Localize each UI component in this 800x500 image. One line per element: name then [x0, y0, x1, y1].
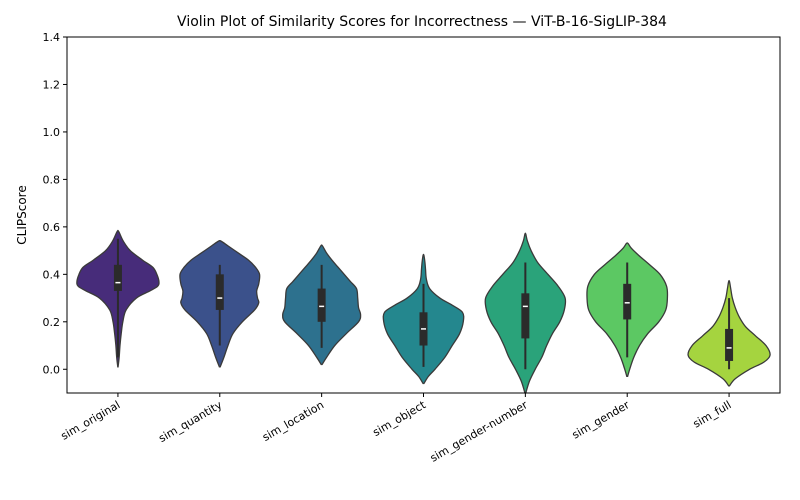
y-tick-label: 1.0: [43, 126, 61, 139]
x-tick-label-sim_gender-number: sim_gender-number: [428, 398, 530, 465]
iqr-box-sim_gender-number: [521, 293, 530, 339]
iqr-box-sim_quantity: [215, 274, 224, 310]
iqr-box-sim_gender: [623, 283, 632, 320]
y-tick-label: 1.4: [43, 31, 61, 44]
x-axis-ticks: sim_original sim_quantity sim_location sim_…: [59, 393, 734, 465]
iqr-box-sim_full: [725, 328, 734, 361]
x-tick-label-sim_full: sim_full: [691, 398, 734, 430]
y-axis-ticks: 0.0 0.2 0.4 0.6 0.8 1.0 1.2 1.4: [43, 31, 67, 376]
x-tick-label-sim_quantity: sim_quantity: [156, 398, 224, 445]
violin-series-group: [76, 229, 771, 394]
y-axis-label: CLIPScore: [15, 185, 29, 244]
y-tick-label: 1.2: [43, 78, 61, 91]
x-tick-label-sim_gender: sim_gender: [570, 398, 632, 441]
iqr-box-sim_original: [113, 264, 122, 291]
plot-area-frame: [66, 36, 781, 394]
x-tick-label-sim_location: sim_location: [260, 398, 326, 444]
y-tick-label: 0.4: [43, 268, 61, 281]
iqr-box-sim_location: [317, 288, 326, 322]
y-tick-label: 0.0: [43, 363, 61, 376]
y-tick-label: 0.2: [43, 316, 61, 329]
chart-title: Violin Plot of Similarity Scores for Inc…: [177, 14, 667, 30]
x-tick-label-sim_original: sim_original: [59, 398, 123, 442]
y-tick-label: 0.6: [43, 221, 61, 234]
y-tick-label: 0.8: [43, 173, 61, 186]
x-tick-label-sim_object: sim_object: [370, 398, 428, 439]
